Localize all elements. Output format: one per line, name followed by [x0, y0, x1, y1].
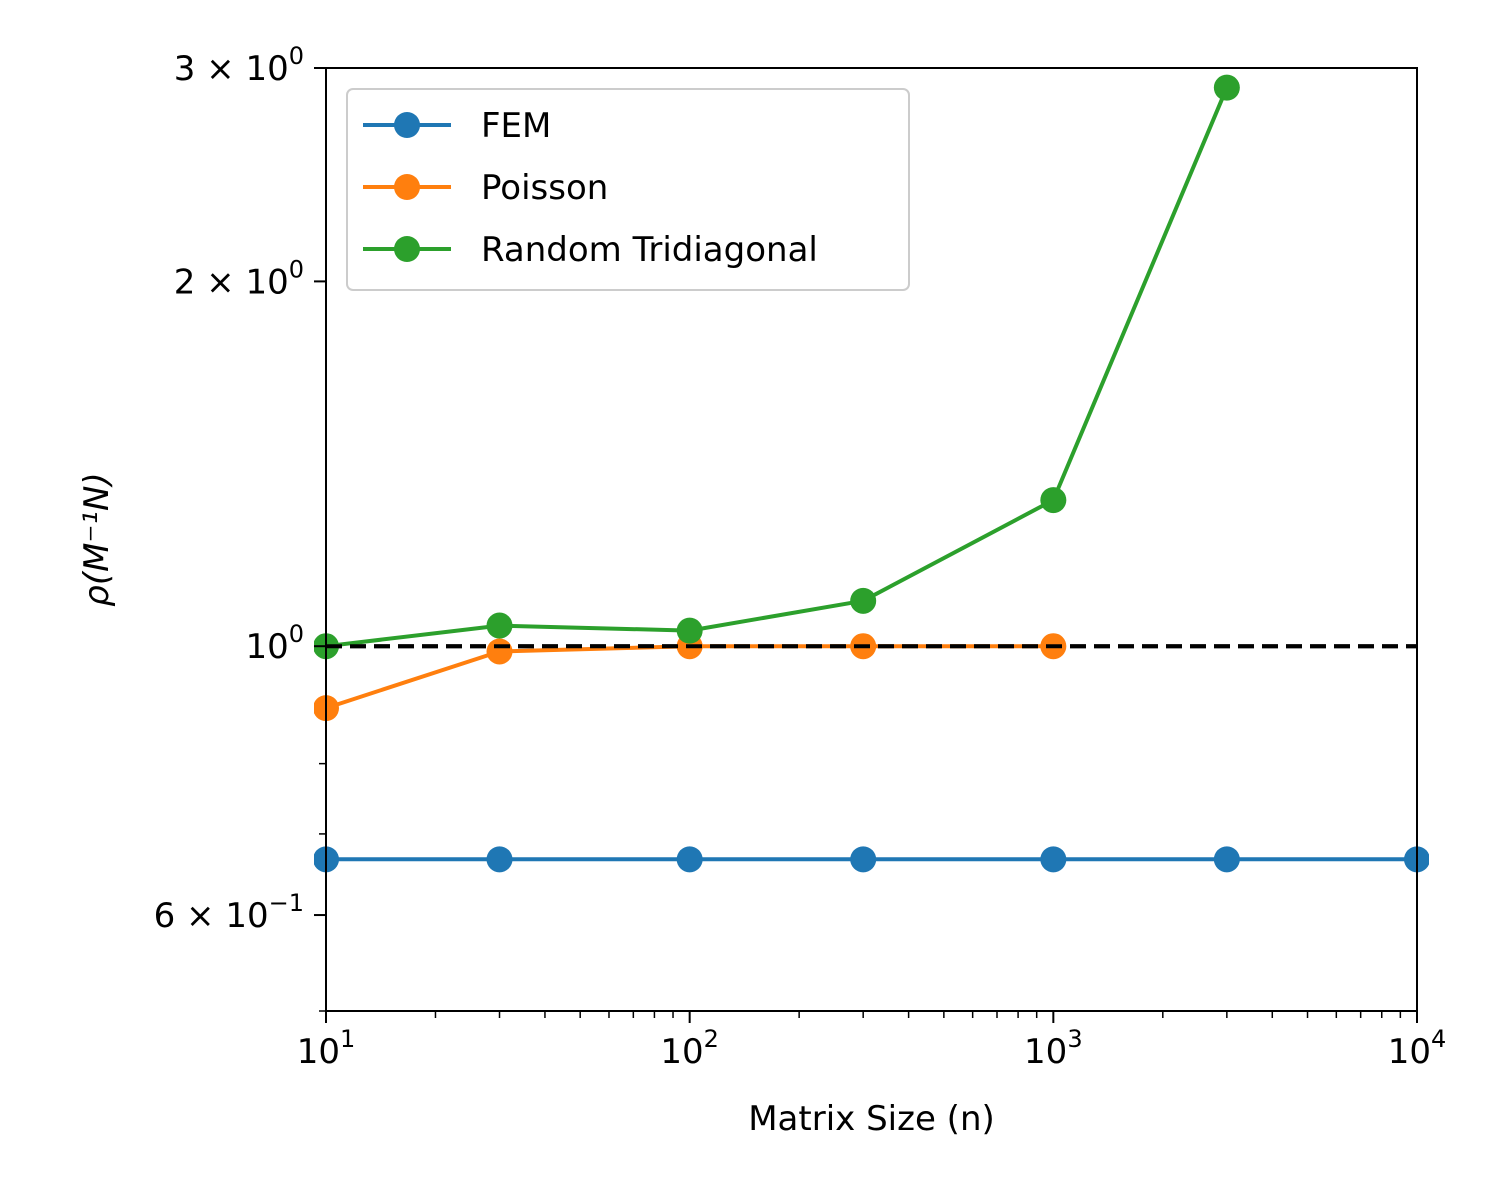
- data-point: [486, 638, 513, 665]
- y-axis-label: ρ(M⁻¹N): [77, 472, 117, 606]
- x-tick-label: 103: [1024, 1025, 1083, 1072]
- legend-marker: [394, 174, 420, 200]
- y-tick-labels: 3 × 100 2 × 100 100 6 × 10−1: [154, 42, 304, 936]
- major-ticks: [314, 67, 1418, 1023]
- data-point: [1040, 846, 1067, 873]
- legend: FEM Poisson Random Tridiagonal: [346, 88, 910, 291]
- legend-box: [346, 88, 910, 291]
- y-tick-label: 2 × 100: [174, 255, 304, 302]
- legend-item: Poisson: [363, 168, 608, 208]
- minor-ticks: [319, 700, 1402, 1018]
- data-point: [486, 846, 513, 873]
- data-point: [676, 846, 703, 873]
- x-tick-labels: 101 102 103 104: [297, 1025, 1447, 1072]
- legend-label: FEM: [481, 106, 551, 146]
- legend-item: Random Tridiagonal: [363, 230, 818, 270]
- x-tick-label: 104: [1388, 1025, 1447, 1072]
- y-tick-label: 100: [245, 620, 304, 667]
- legend-marker: [394, 112, 420, 138]
- x-axis-label: Matrix Size (n): [748, 1099, 995, 1139]
- data-point: [1040, 487, 1067, 514]
- series-line: [325, 86, 1229, 649]
- data-point: [1213, 74, 1240, 101]
- legend-item: FEM: [363, 106, 551, 146]
- x-tick-label: 102: [660, 1025, 719, 1072]
- legend-marker: [394, 236, 420, 262]
- plot-frame: [325, 67, 1418, 1012]
- legend-label: Random Tridiagonal: [481, 230, 818, 270]
- data-point: [676, 617, 703, 644]
- legend-label: Poisson: [481, 168, 608, 208]
- series-layer: [314, 74, 1429, 873]
- series-random-tridiagonal: [314, 74, 1240, 660]
- data-point: [486, 612, 513, 639]
- y-tick-label: 6 × 10−1: [154, 889, 304, 936]
- data-point: [1213, 846, 1240, 873]
- y-tick-label: 3 × 100: [174, 42, 304, 89]
- x-tick-label: 101: [297, 1025, 356, 1072]
- data-point: [850, 587, 877, 614]
- data-point: [850, 846, 877, 873]
